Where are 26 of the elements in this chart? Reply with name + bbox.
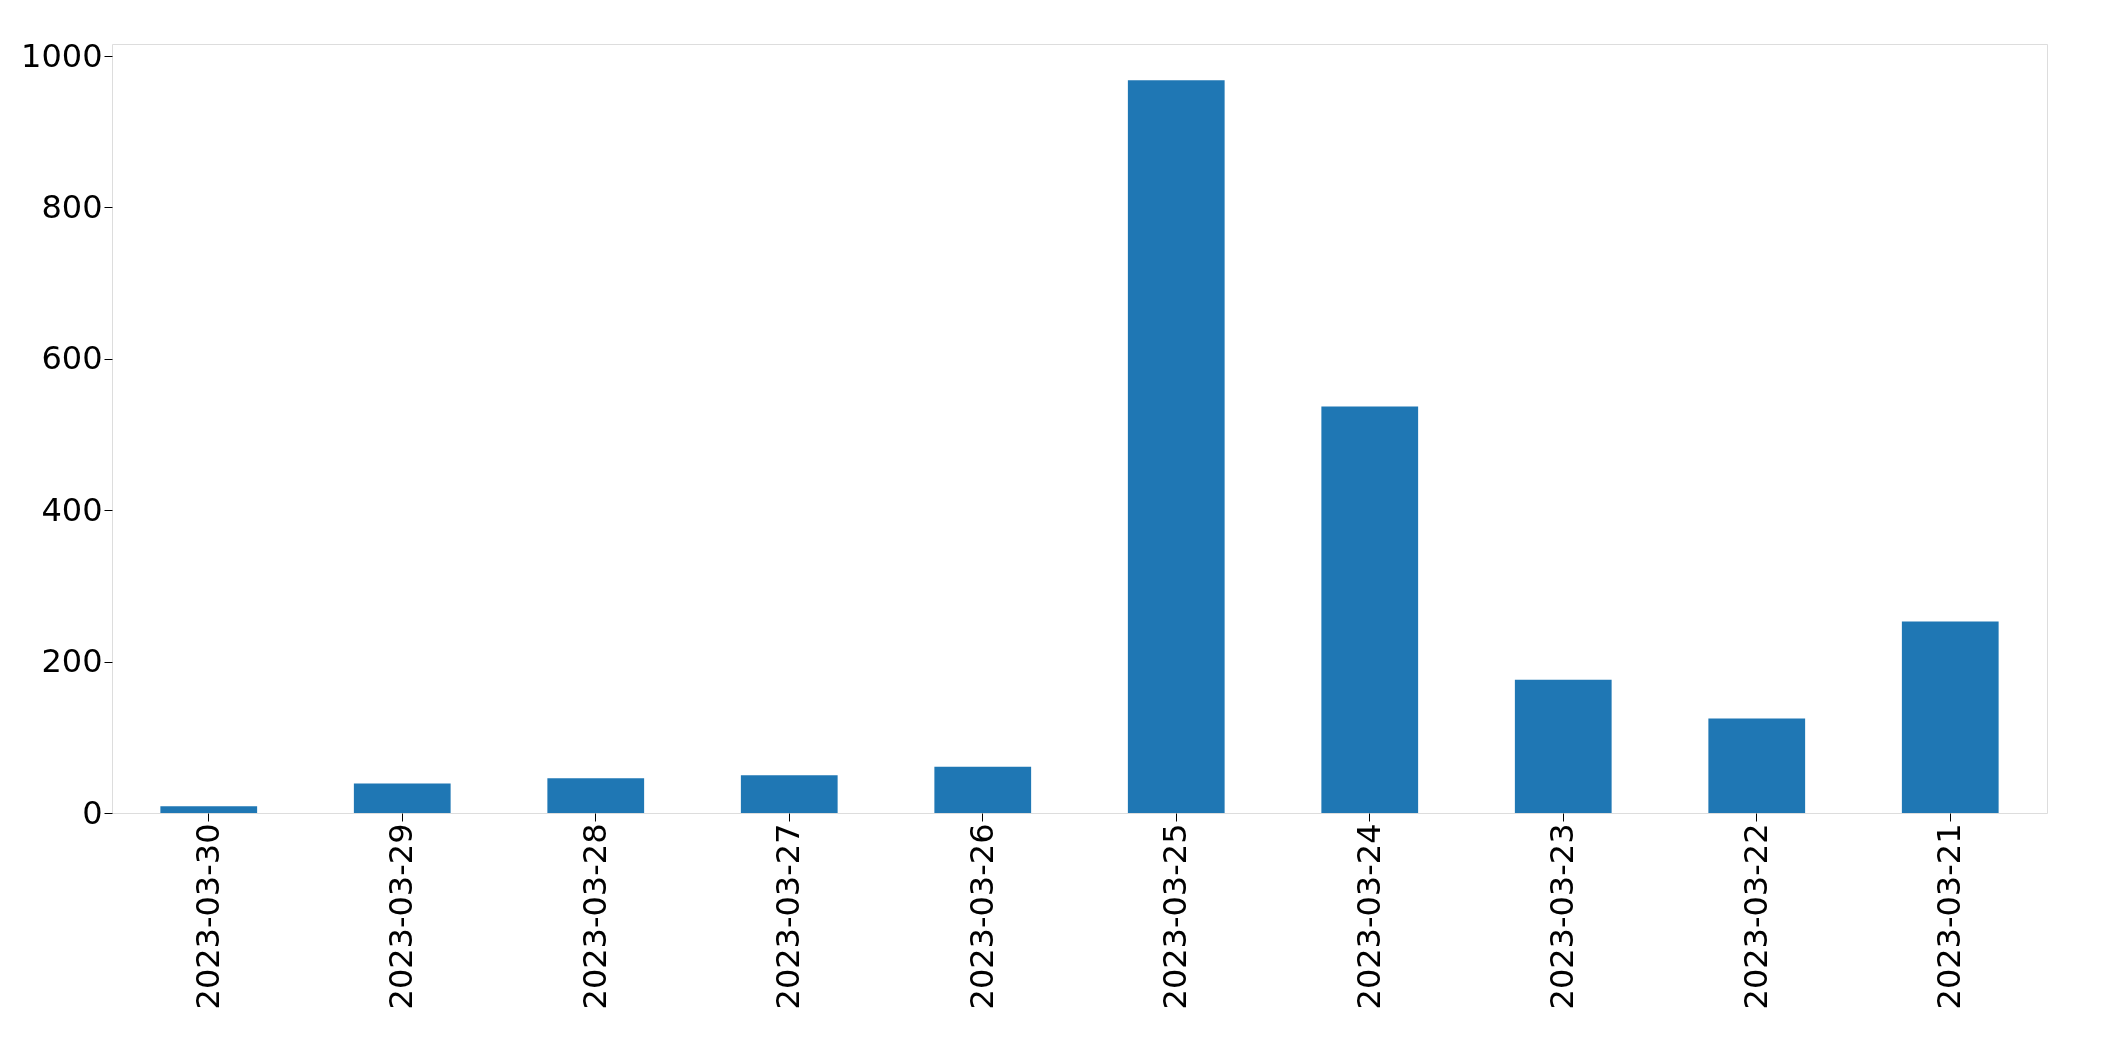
- x-tick-label: 2023-03-26: [962, 823, 1001, 1010]
- x-tick-label: 2023-03-30: [188, 823, 227, 1010]
- y-tick-label: 200: [41, 642, 103, 681]
- x-tick-label: 2023-03-25: [1156, 823, 1195, 1010]
- bar: [547, 778, 645, 813]
- bar: [1901, 621, 1999, 813]
- y-tick-label: 600: [41, 339, 103, 378]
- bar: [1514, 679, 1612, 813]
- x-tick-label: 2023-03-27: [769, 823, 808, 1010]
- x-tick-label: 2023-03-23: [1543, 823, 1582, 1010]
- bar: [160, 806, 258, 813]
- y-tick-label: 1000: [21, 36, 103, 75]
- y-tick-label: 400: [41, 490, 103, 529]
- bar: [1321, 406, 1419, 813]
- bar: [740, 775, 838, 813]
- x-tick-label: 2023-03-29: [382, 823, 421, 1010]
- y-tick-label: 0: [82, 793, 103, 832]
- bar: [1127, 80, 1225, 813]
- bar: [1708, 718, 1806, 813]
- x-tick-label: 2023-03-28: [575, 823, 614, 1010]
- x-tick-label: 2023-03-22: [1736, 823, 1775, 1010]
- bar: [934, 766, 1032, 813]
- x-tick-label: 2023-03-21: [1930, 823, 1969, 1010]
- bar: [353, 783, 451, 813]
- x-tick-label: 2023-03-24: [1349, 823, 1388, 1010]
- y-tick-label: 800: [41, 187, 103, 226]
